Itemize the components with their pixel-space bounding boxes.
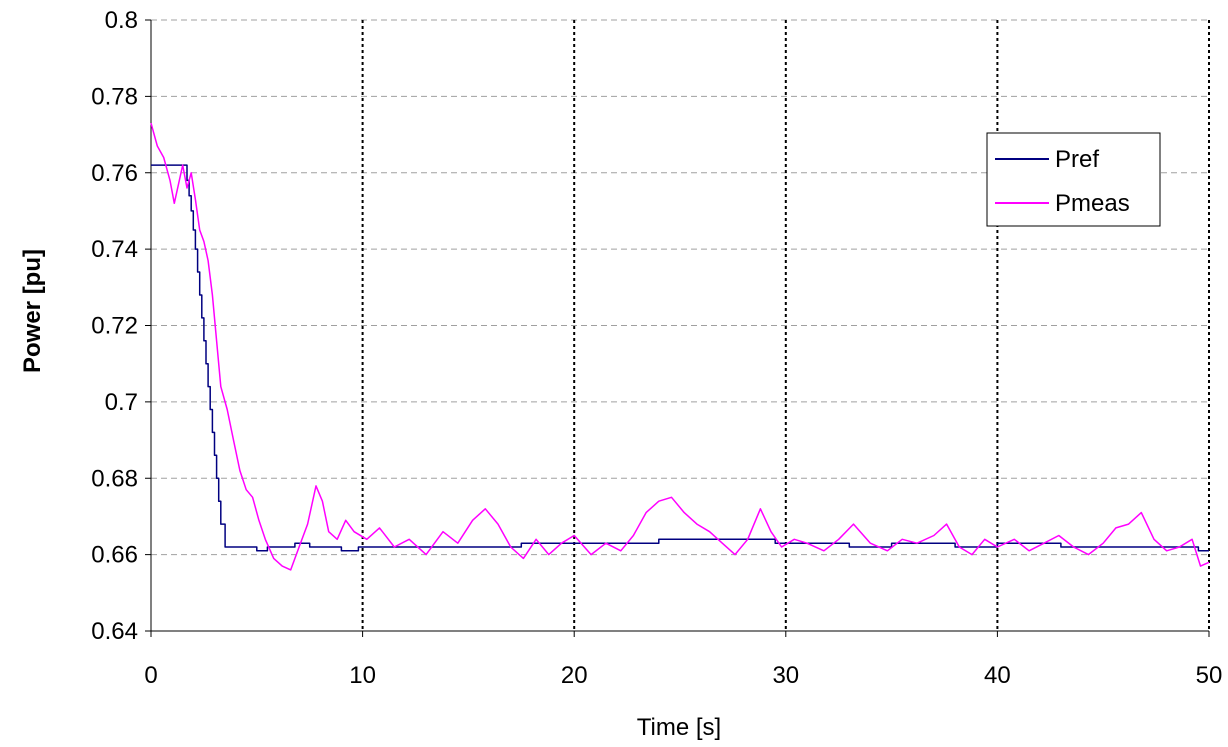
- series-line-pmeas: [150, 122, 1210, 571]
- x-tick-label: 0: [144, 662, 157, 689]
- y-tick-label: 0.64: [91, 618, 138, 645]
- legend: Pref Pmeas: [986, 132, 1161, 227]
- series-line-pref: [151, 164, 1209, 552]
- legend-box: [986, 132, 1161, 227]
- y-tick-labels: 0.64 0.66 0.68 0.7 0.72 0.74 0.76 0.78 0.8: [91, 7, 138, 645]
- x-tick-label: 40: [984, 662, 1011, 689]
- y-axis-title: Power [pu]: [19, 249, 46, 373]
- y-tick-label: 0.78: [91, 83, 138, 110]
- x-tick-label: 30: [772, 662, 799, 689]
- axes: [145, 19, 1210, 637]
- x-tick-labels: 0 10 20 30 40 50: [144, 662, 1222, 689]
- y-tick-label: 0.74: [91, 236, 138, 263]
- y-tick-label: 0.8: [105, 7, 138, 34]
- y-tick-label: 0.7: [105, 389, 138, 416]
- y-tick-label: 0.68: [91, 465, 138, 492]
- series-lines: [150, 122, 1210, 571]
- horizontal-gridlines: [151, 19, 1209, 556]
- y-tick-label: 0.72: [91, 313, 138, 340]
- x-axis-title: Time [s]: [637, 714, 721, 741]
- legend-label-pref: Pref: [1055, 146, 1099, 173]
- x-tick-label: 20: [561, 662, 588, 689]
- y-tick-label: 0.76: [91, 160, 138, 187]
- y-tick-label: 0.66: [91, 542, 138, 569]
- x-tick-label: 10: [349, 662, 376, 689]
- x-tick-label: 50: [1196, 662, 1223, 689]
- legend-label-pmeas: Pmeas: [1055, 190, 1130, 217]
